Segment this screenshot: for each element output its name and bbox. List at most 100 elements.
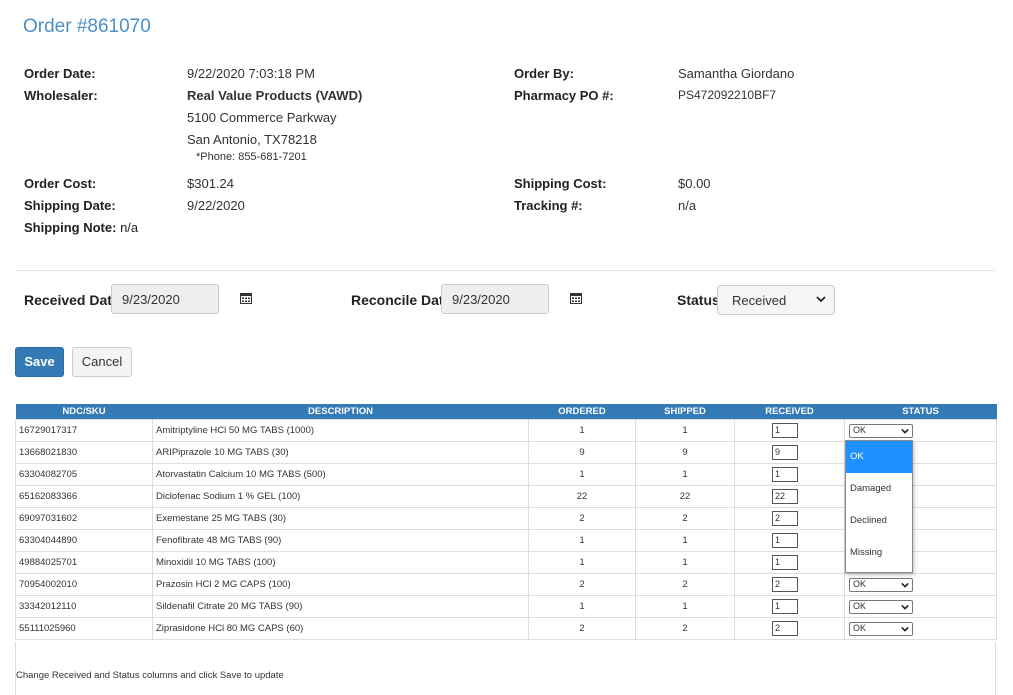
shipped-cell: 2 bbox=[635, 507, 735, 530]
shipped-cell: 2 bbox=[635, 617, 735, 640]
status-select[interactable]: Received bbox=[717, 285, 835, 315]
row-status-value: OK bbox=[853, 424, 867, 435]
received-qty-input[interactable]: 9 bbox=[772, 445, 798, 460]
shipped-cell: 9 bbox=[635, 441, 735, 464]
save-button[interactable]: Save bbox=[15, 347, 64, 377]
dropdown-option-damaged[interactable]: Damaged bbox=[850, 483, 892, 494]
status-dropdown-menu: OK Damaged Declined Missing bbox=[845, 440, 913, 573]
calendar-icon[interactable] bbox=[570, 292, 582, 304]
ndc-cell: 49884025701 bbox=[15, 551, 153, 574]
ordered-cell: 22 bbox=[528, 485, 636, 508]
received-date-label: Received Date bbox=[24, 292, 120, 308]
pharmacy-po-value: PS472092210BF7 bbox=[678, 88, 777, 102]
shipped-cell: 22 bbox=[635, 485, 735, 508]
shipping-cost-label: Shipping Cost: bbox=[514, 176, 607, 191]
received-cell: 1 bbox=[734, 419, 845, 442]
row-status-select[interactable]: OK bbox=[849, 577, 913, 592]
description-cell: Fenofibrate 48 MG TABS (90) bbox=[152, 529, 529, 552]
ordered-cell: 1 bbox=[528, 419, 636, 442]
ordered-cell: 1 bbox=[528, 463, 636, 486]
cancel-button[interactable]: Cancel bbox=[72, 347, 132, 377]
description-cell: ARIPiprazole 10 MG TABS (30) bbox=[152, 441, 529, 464]
pharmacy-po-label: Pharmacy PO #: bbox=[514, 88, 614, 103]
received-cell: 2 bbox=[734, 617, 845, 640]
shipping-note-value: n/a bbox=[120, 220, 139, 235]
received-cell: 1 bbox=[734, 463, 845, 486]
description-cell: Atorvastatin Calcium 10 MG TABS (500) bbox=[152, 463, 529, 486]
description-cell: Diclofenac Sodium 1 % GEL (100) bbox=[152, 485, 529, 508]
calendar-icon[interactable] bbox=[240, 292, 252, 304]
status-cell: OK bbox=[844, 419, 997, 442]
status-cell: OK bbox=[844, 617, 997, 640]
shipped-cell: 1 bbox=[635, 419, 735, 442]
row-status-select[interactable]: OK bbox=[849, 621, 913, 636]
description-cell: Minoxidil 10 MG TABS (100) bbox=[152, 551, 529, 574]
ndc-cell: 69097031602 bbox=[15, 507, 153, 530]
ordered-cell: 1 bbox=[528, 595, 636, 618]
shipping-cost-value: $0.00 bbox=[678, 176, 711, 191]
received-qty-input[interactable]: 1 bbox=[772, 533, 798, 548]
dropdown-option-declined[interactable]: Declined bbox=[850, 515, 887, 526]
description-cell: Exemestane 25 MG TABS (30) bbox=[152, 507, 529, 530]
chevron-down-icon bbox=[816, 296, 826, 303]
shipped-cell: 1 bbox=[635, 463, 735, 486]
reconcile-date-input[interactable]: 9/23/2020 bbox=[441, 284, 549, 314]
description-cell: Amitriptyline HCl 50 MG TABS (1000) bbox=[152, 419, 529, 442]
shipped-cell: 1 bbox=[635, 529, 735, 552]
received-qty-input[interactable]: 1 bbox=[772, 423, 798, 438]
ndc-cell: 63304082705 bbox=[15, 463, 153, 486]
table-row: 63304082705 Atorvastatin Calcium 10 MG TA… bbox=[15, 463, 997, 486]
ordered-cell: 2 bbox=[528, 507, 636, 530]
shipping-date-value: 9/22/2020 bbox=[187, 198, 245, 213]
received-cell: 1 bbox=[734, 529, 845, 552]
table-row: 70954002010 Prazosin HCl 2 MG CAPS (100) 2… bbox=[15, 573, 997, 596]
status-label: Status bbox=[677, 292, 720, 308]
column-header-shipped: SHIPPED bbox=[635, 404, 735, 420]
shipped-cell: 2 bbox=[635, 573, 735, 596]
ndc-cell: 65162083366 bbox=[15, 485, 153, 508]
status-cell: OK bbox=[844, 573, 997, 596]
description-cell: Sildenafil Citrate 20 MG TABS (90) bbox=[152, 595, 529, 618]
shipping-note: Shipping Note: n/a bbox=[24, 220, 138, 235]
received-qty-input[interactable]: 2 bbox=[772, 577, 798, 592]
order-cost-label: Order Cost: bbox=[24, 176, 97, 191]
tracking-value: n/a bbox=[678, 198, 697, 213]
section-divider bbox=[15, 270, 995, 271]
ndc-cell: 55111025960 bbox=[15, 617, 153, 640]
ordered-cell: 9 bbox=[528, 441, 636, 464]
order-by-value: Samantha Giordano bbox=[678, 66, 795, 81]
chevron-down-icon bbox=[901, 626, 909, 632]
received-cell: 2 bbox=[734, 573, 845, 596]
order-date-label: Order Date: bbox=[24, 66, 96, 81]
received-qty-input[interactable]: 2 bbox=[772, 621, 798, 636]
order-date-value: 9/22/2020 7:03:18 PM bbox=[187, 66, 315, 81]
dropdown-option-ok[interactable]: OK bbox=[846, 441, 912, 473]
description-cell: Prazosin HCl 2 MG CAPS (100) bbox=[152, 573, 529, 596]
wholesaler-name: Real Value Products (VAWD) bbox=[187, 88, 363, 103]
received-cell: 1 bbox=[734, 595, 845, 618]
wholesaler-label: Wholesaler: bbox=[24, 88, 98, 103]
ndc-cell: 16729017317 bbox=[15, 419, 153, 442]
row-status-value: OK bbox=[853, 622, 867, 633]
row-status-select[interactable]: OK bbox=[849, 599, 913, 614]
received-qty-input[interactable]: 2 bbox=[772, 511, 798, 526]
dropdown-option-missing[interactable]: Missing bbox=[850, 547, 883, 558]
received-qty-input[interactable]: 1 bbox=[772, 555, 798, 570]
received-cell: 9 bbox=[734, 441, 845, 464]
chevron-down-icon bbox=[901, 582, 909, 588]
received-qty-input[interactable]: 22 bbox=[772, 489, 798, 504]
received-qty-input[interactable]: 1 bbox=[772, 599, 798, 614]
received-cell: 22 bbox=[734, 485, 845, 508]
table-row: 55111025960 Ziprasidone HCl 80 MG CAPS (6… bbox=[15, 617, 997, 640]
ndc-cell: 33342012110 bbox=[15, 595, 153, 618]
ndc-cell: 63304044890 bbox=[15, 529, 153, 552]
column-header-status: STATUS bbox=[844, 404, 997, 420]
shipped-cell: 1 bbox=[635, 595, 735, 618]
received-date-input[interactable]: 9/23/2020 bbox=[111, 284, 219, 314]
column-header-ndc: NDC/SKU bbox=[15, 404, 153, 420]
ndc-cell: 70954002010 bbox=[15, 573, 153, 596]
row-status-value: OK bbox=[853, 578, 867, 589]
row-status-select[interactable]: OK bbox=[849, 423, 913, 438]
chevron-down-icon bbox=[901, 604, 909, 610]
received-qty-input[interactable]: 1 bbox=[772, 467, 798, 482]
